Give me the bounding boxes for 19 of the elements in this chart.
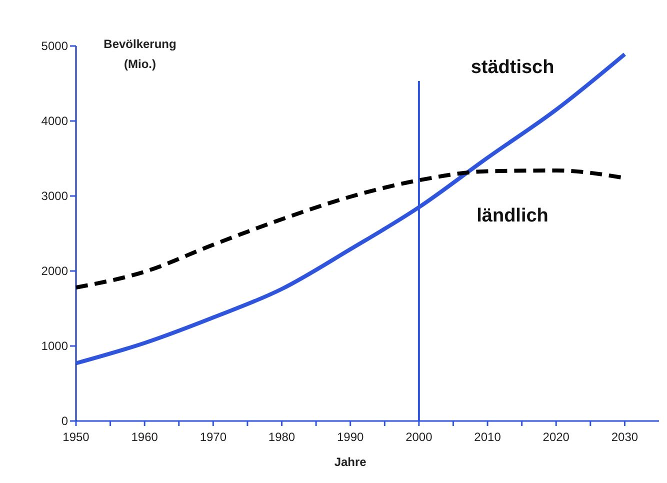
x-tick-label: 1970 bbox=[200, 430, 227, 444]
series-label: städtisch bbox=[470, 56, 554, 78]
y-tick-label: 5000 bbox=[41, 39, 68, 53]
y-tick-label: 0 bbox=[61, 414, 68, 428]
x-tick-label: 2030 bbox=[611, 430, 638, 444]
x-tick-label: 2000 bbox=[406, 430, 433, 444]
x-tick-label: 1980 bbox=[268, 430, 296, 444]
x-tick-label: 1950 bbox=[62, 430, 90, 444]
series-label: ländlich bbox=[476, 205, 548, 226]
y-tick-label: 3000 bbox=[41, 189, 68, 203]
x-tick-label: 1990 bbox=[337, 430, 364, 444]
y-tick-label: 4000 bbox=[41, 114, 68, 128]
x-tick-label: 2020 bbox=[542, 430, 570, 444]
y-tick-label: 1000 bbox=[41, 339, 68, 353]
x-tick-label: 1960 bbox=[131, 430, 158, 444]
x-tick-label: 2010 bbox=[474, 430, 502, 444]
y-axis-title: Bevölkerung (Mio.) bbox=[104, 37, 176, 71]
x-axis-title: Jahre bbox=[334, 455, 367, 469]
y-tick-label: 2000 bbox=[41, 264, 68, 278]
